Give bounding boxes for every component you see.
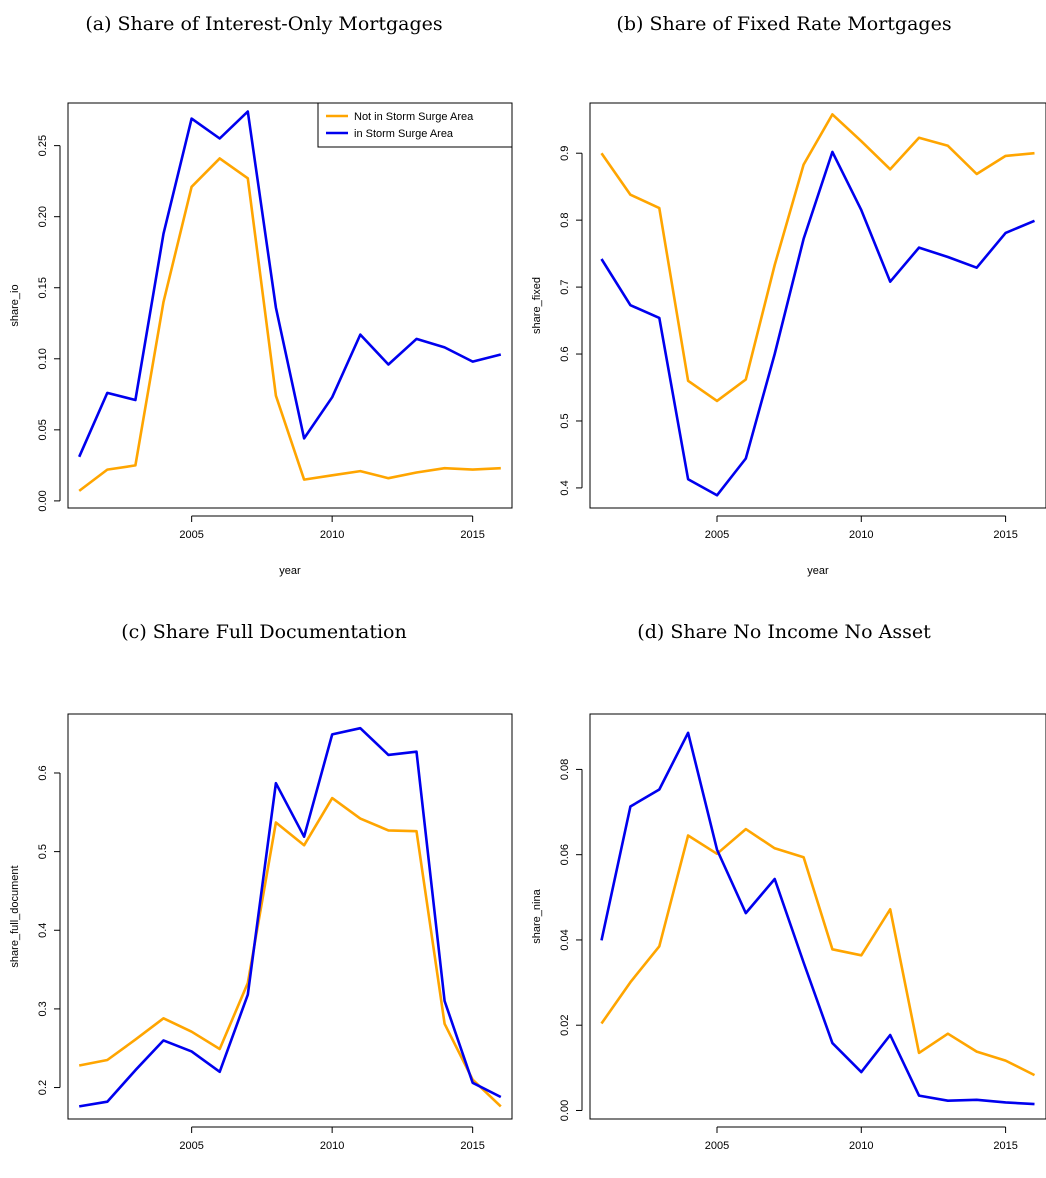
x-tick-label: 2015: [993, 1140, 1017, 1152]
y-tick-label: 0.20: [37, 206, 49, 227]
y-tick-label: 0.08: [559, 759, 571, 780]
x-tick-label: 2010: [320, 529, 344, 541]
y-axis-label: share_fixed: [531, 277, 543, 334]
y-axis-label: share_full_document: [9, 865, 21, 967]
y-tick-label: 0.9: [559, 146, 571, 161]
y-tick-label: 0.7: [559, 279, 571, 294]
legend-box: [317, 102, 513, 148]
series-line-in-storm-surge-area: [78, 110, 502, 458]
y-tick-label: 0.5: [559, 413, 571, 428]
panel-a: (a) Share of Interest-Only Mortgages 2005…: [9, 13, 513, 577]
x-axis-label: year: [807, 565, 829, 577]
y-tick-label: 0.00: [37, 490, 49, 511]
x-tick-label: 2010: [849, 1140, 873, 1152]
x-tick-label: 2015: [460, 1140, 484, 1152]
panel-caption: (d) Share No Income No Asset: [637, 621, 931, 643]
series-line-not-in-storm-surge-area: [600, 827, 1036, 1077]
y-axis-label: share_nina: [531, 888, 543, 943]
y-tick-label: 0.6: [37, 765, 49, 780]
x-axis-label: year: [279, 565, 301, 577]
legend-label: Not in Storm Surge Area: [354, 111, 474, 123]
y-tick-label: 0.15: [37, 277, 49, 298]
y-tick-label: 0.8: [559, 213, 571, 228]
y-tick-label: 0.5: [37, 844, 49, 859]
y-tick-label: 0.6: [559, 346, 571, 361]
panel-d: (d) Share No Income No Asset 2005 2010 2015…: [531, 621, 1046, 1178]
series-line-in-storm-surge-area: [78, 726, 502, 1108]
panel-caption: (a) Share of Interest-Only Mortgages: [85, 13, 442, 35]
y-tick-label: 0.06: [559, 844, 571, 865]
y-tick-label: 0.3: [37, 1001, 49, 1016]
series-line-not-in-storm-surge-area: [78, 796, 502, 1108]
y-tick-label: 0.4: [37, 923, 49, 938]
x-tick-label: 2015: [993, 529, 1017, 541]
y-tick-label: 0.25: [37, 135, 49, 156]
x-tick-label: 2005: [705, 529, 729, 541]
legend-label: in Storm Surge Area: [354, 128, 454, 140]
panel-caption: (c) Share Full Documentation: [121, 621, 406, 643]
panel-c: (c) Share Full Documentation 2005 2010 2015…: [9, 621, 513, 1178]
panel-caption: (b) Share of Fixed Rate Mortgages: [616, 13, 951, 35]
plot-frame: [589, 102, 1046, 509]
y-tick-label: 0.00: [559, 1100, 571, 1121]
x-tick-label: 2005: [179, 529, 203, 541]
y-tick-label: 0.04: [559, 929, 571, 950]
x-tick-label: 2010: [849, 529, 873, 541]
y-axis-label: share_io: [9, 284, 21, 326]
y-tick-label: 0.4: [559, 480, 571, 495]
plot-frame: [589, 713, 1046, 1120]
x-axis-label: year: [807, 1176, 829, 1178]
series-line-in-storm-surge-area: [600, 150, 1036, 497]
panel-b: (b) Share of Fixed Rate Mortgages 2005 201…: [531, 13, 1046, 577]
plot-frame: [67, 102, 513, 509]
x-tick-label: 2005: [705, 1140, 729, 1152]
y-tick-label: 0.05: [37, 419, 49, 440]
y-tick-label: 0.2: [37, 1080, 49, 1095]
series-line-in-storm-surge-area: [600, 731, 1035, 1106]
x-tick-label: 2005: [179, 1140, 203, 1152]
y-tick-label: 0.02: [559, 1014, 571, 1035]
legend: Not in Storm Surge Area in Storm Surge Ar…: [317, 102, 513, 148]
plot-frame: [67, 713, 513, 1120]
x-tick-label: 2010: [320, 1140, 344, 1152]
series-line-not-in-storm-surge-area: [600, 113, 1035, 403]
series-line-not-in-storm-surge-area: [78, 157, 501, 492]
x-axis-label: year: [279, 1176, 301, 1178]
y-tick-label: 0.10: [37, 348, 49, 369]
x-tick-label: 2015: [460, 529, 484, 541]
